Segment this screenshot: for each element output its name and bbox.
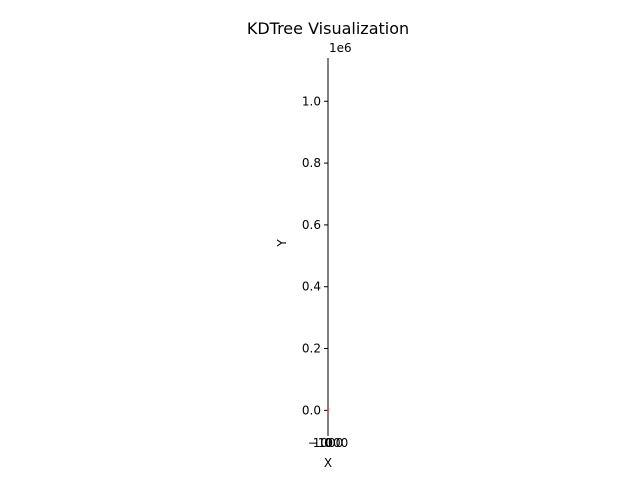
x-tick-label: 1000 [313,436,344,450]
y-tick-label: 0.0 [302,403,321,417]
y-tick-label: 0.8 [302,156,321,170]
y-axis-offset-label: 1e6 [329,41,352,55]
x-axis-label: X [324,456,332,470]
y-axis-label: Y [275,239,289,248]
y-axis-ticks: 0.0 0.2 0.4 0.6 0.8 1.0 [302,94,328,417]
x-tick-label: −1000 [308,436,349,450]
y-tick-label: 0.6 [302,218,321,232]
y-tick-label: 0.2 [302,342,321,356]
y-tick-label: 0.4 [302,280,321,294]
chart-title: KDTree Visualization [247,19,409,38]
x-tick-label: 0 [324,436,332,450]
y-tick-label: 1.0 [302,94,321,108]
